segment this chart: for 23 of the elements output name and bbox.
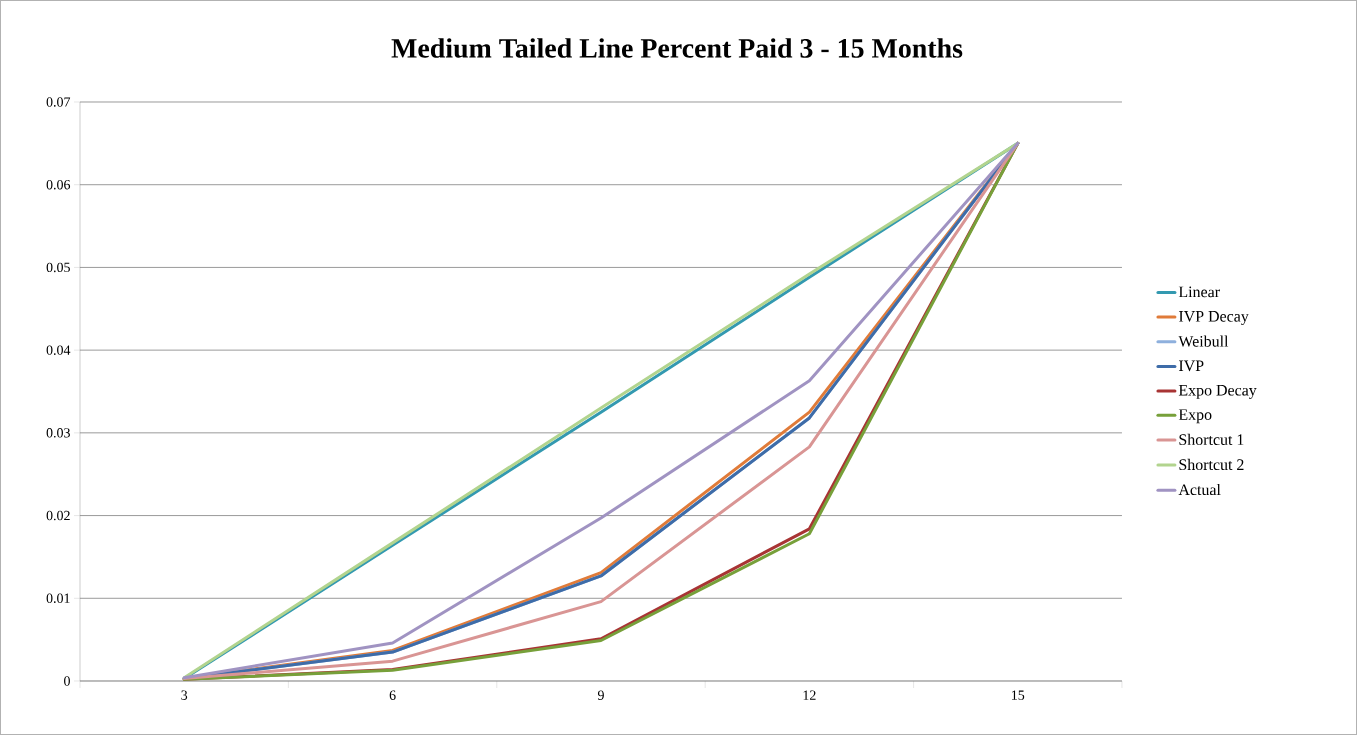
legend-label: Expo [1178,409,1212,424]
chart-title: Medium Tailed Line Percent Paid 3 - 15 Months [391,38,963,58]
x-tick-label: 3 [181,690,188,700]
x-tick-label: 15 [1012,690,1025,700]
y-tick-label: 0.07 [46,97,71,107]
legend-label: Expo Decay [1178,384,1257,399]
x-tick-label: 12 [803,690,816,700]
y-tick-label: 0.01 [46,593,70,604]
legend-label: Actual [1178,483,1221,496]
legend-label: Shortcut 1 [1179,433,1244,446]
y-tick-label: 0.02 [46,510,70,521]
legend-label: Linear [1178,286,1220,298]
y-tick-label: 0.04 [46,345,71,355]
legend-label: Weibull [1178,335,1229,347]
y-tick-label: 0.03 [46,428,70,438]
legend-label: IVP Decay [1178,311,1249,325]
legend-label: Shortcut 2 [1179,458,1244,471]
y-tick-label: 0 [64,676,70,686]
legend-label: IVP [1178,360,1204,372]
y-tick-label: 0.06 [46,179,71,190]
x-tick-label: 6 [389,690,396,700]
y-tick-label: 0.05 [46,262,70,273]
x-tick-label: 9 [597,690,604,700]
